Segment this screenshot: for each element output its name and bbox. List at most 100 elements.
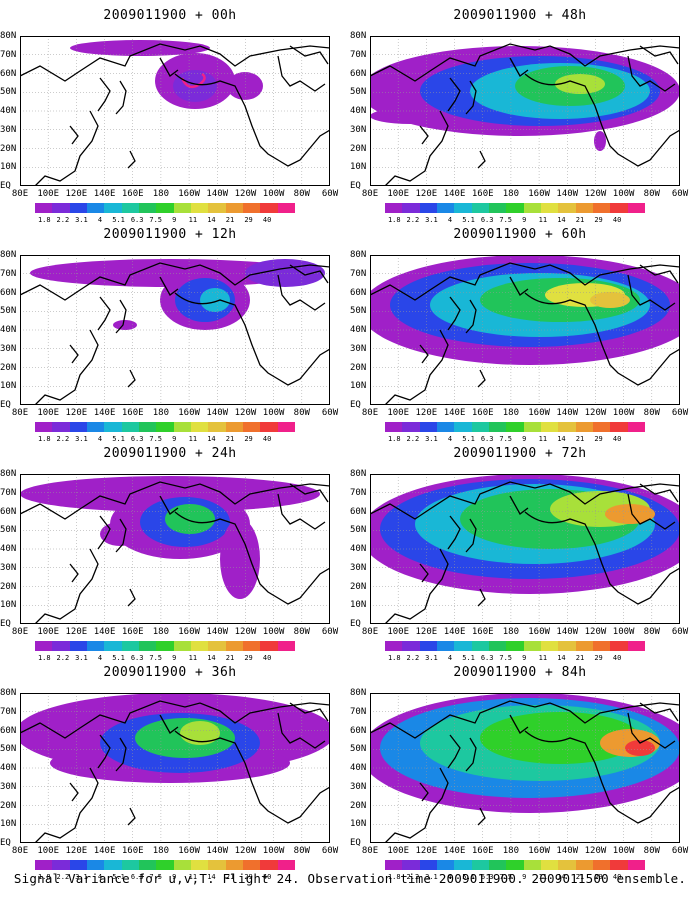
map-area: 80N 70N 60N 50N 40N 30N 20N 10N EQ 80E 100E 120E 140… <box>0 469 338 637</box>
coastline <box>34 110 99 186</box>
variance-region <box>30 259 310 287</box>
lat-tick-label: 10N <box>0 162 17 173</box>
variance-region <box>200 288 230 312</box>
colorbar-label: 2.2 <box>56 435 70 443</box>
lon-tick-label: 80E <box>11 408 29 418</box>
colorbar <box>385 422 645 432</box>
lon-tick-label: 160W <box>528 846 550 856</box>
lat-tick-label: 60N <box>0 287 17 298</box>
coastline <box>447 515 461 550</box>
colorbar-label: 1.8 <box>37 435 51 443</box>
map-frame <box>20 474 330 624</box>
colorbar-swatch <box>190 422 209 432</box>
lon-tick-label: 60W <box>321 408 339 418</box>
colorbar-swatch <box>104 203 122 213</box>
colorbar-label: 7.5 <box>499 435 513 443</box>
colorbar-swatch <box>592 203 611 213</box>
lon-tick-label: 180 <box>152 846 170 856</box>
coastline <box>524 511 680 605</box>
colorbar-label: 5.1 <box>112 435 125 443</box>
lat-tick-label: 40N <box>350 763 367 773</box>
colorbar-label: 1.8 <box>387 216 401 224</box>
colorbar-label: 5.1 <box>112 654 125 662</box>
colorbar-swatch <box>627 641 645 651</box>
colorbar-label: 14 <box>557 435 566 443</box>
lon-tick-label: 80E <box>361 408 379 418</box>
colorbar-label: 29 <box>594 654 603 662</box>
colorbar-labels: 1.8 2.2 3.1 4 5.1 6.3 7.5 9 11 14 21 29 40 <box>35 435 295 445</box>
lat-tick-label: 50N <box>0 525 17 536</box>
lat-tick-label: 20N <box>0 143 17 154</box>
variance-region <box>625 740 655 756</box>
colorbar-swatch <box>208 860 226 870</box>
colorbar-swatch <box>610 422 628 432</box>
coastline <box>447 296 461 331</box>
colorbar-label: 14 <box>557 216 566 224</box>
colorbar-swatch <box>156 641 174 651</box>
colorbar-swatch <box>436 422 455 432</box>
colorbar-labels: 1.8 2.2 3.1 4 5.1 6.3 7.5 9 11 14 21 29 40 <box>35 873 295 883</box>
lon-tick-label: 100E <box>387 189 410 199</box>
panel-title: 2009011900 + 72h <box>453 446 587 461</box>
colorbar-swatch <box>52 203 70 213</box>
coastline <box>115 518 127 553</box>
colorbar-label: 3.1 <box>425 654 438 662</box>
colorbar-swatch <box>260 422 278 432</box>
coastline <box>34 548 99 624</box>
lon-tick-label: 100E <box>387 846 410 856</box>
map-panel: 2009011900 + 12h 80N 70N 60N 50N 40N 30N 20N 10N… <box>0 227 340 445</box>
colorbar-swatch <box>558 860 576 870</box>
colorbar-swatch <box>610 860 628 870</box>
variance-region <box>590 292 630 308</box>
colorbar-swatch <box>277 203 295 213</box>
colorbar-label: 6.3 <box>130 435 144 443</box>
lon-tick-label: 100E <box>387 627 410 637</box>
lon-tick-label: 120W <box>584 189 607 199</box>
coastline <box>477 369 486 388</box>
variance-region <box>605 504 655 524</box>
lat-tick-label: 30N <box>0 124 17 135</box>
lat-tick-label: 60N <box>350 725 367 736</box>
colorbar-label: 6.3 <box>480 435 494 443</box>
lon-tick-label: 140E <box>443 408 466 418</box>
lon-tick-label: 100E <box>387 408 410 418</box>
map-panel: 2009011900 + 48h 80N 70N 60N 50N 40N 30N 20N 10N… <box>350 8 690 226</box>
colorbar-label: 11 <box>538 435 548 443</box>
colorbar-label: 29 <box>244 654 253 662</box>
coastline <box>384 767 449 843</box>
coastline <box>34 767 99 843</box>
colorbar-swatch <box>190 641 209 651</box>
lon-tick-label: 160W <box>178 408 200 418</box>
coastline <box>447 734 461 769</box>
colorbar-swatch <box>242 422 261 432</box>
colorbar-swatch <box>69 641 87 651</box>
lon-tick-label: 80W <box>643 189 660 199</box>
colorbar-swatch <box>627 203 645 213</box>
colorbar-swatch <box>385 860 403 870</box>
colorbar-label: 40 <box>612 216 622 224</box>
colorbar <box>35 203 295 213</box>
coastline <box>384 110 449 186</box>
lon-tick-label: 160W <box>528 189 550 199</box>
colorbar-swatch <box>506 860 524 870</box>
lat-tick-label: 40N <box>350 325 367 335</box>
colorbar-swatch <box>575 860 593 870</box>
lon-tick-label: 180 <box>152 627 170 637</box>
colorbar-swatch <box>506 203 524 213</box>
map-frame <box>370 36 680 186</box>
colorbar-swatch <box>540 641 559 651</box>
colorbar-swatch <box>35 422 53 432</box>
colorbar-label: 6.3 <box>130 873 144 881</box>
lon-tick-label: 60W <box>671 627 689 637</box>
colorbar-swatch <box>575 203 593 213</box>
lat-tick-label: 10N <box>0 381 17 392</box>
lon-tick-label: 60W <box>671 189 689 199</box>
colorbar-swatch <box>454 422 472 432</box>
colorbar <box>385 203 645 213</box>
variance-region <box>180 721 220 745</box>
colorbar-label: 4 <box>447 435 453 443</box>
lon-tick-label: 100E <box>37 627 60 637</box>
lat-tick-label: 20N <box>350 581 367 592</box>
lon-tick-label: 100W <box>612 846 635 856</box>
map-panel: 2009011900 + 84h 80N 70N 60N 50N 40N 30N 20N 10N… <box>350 665 690 883</box>
